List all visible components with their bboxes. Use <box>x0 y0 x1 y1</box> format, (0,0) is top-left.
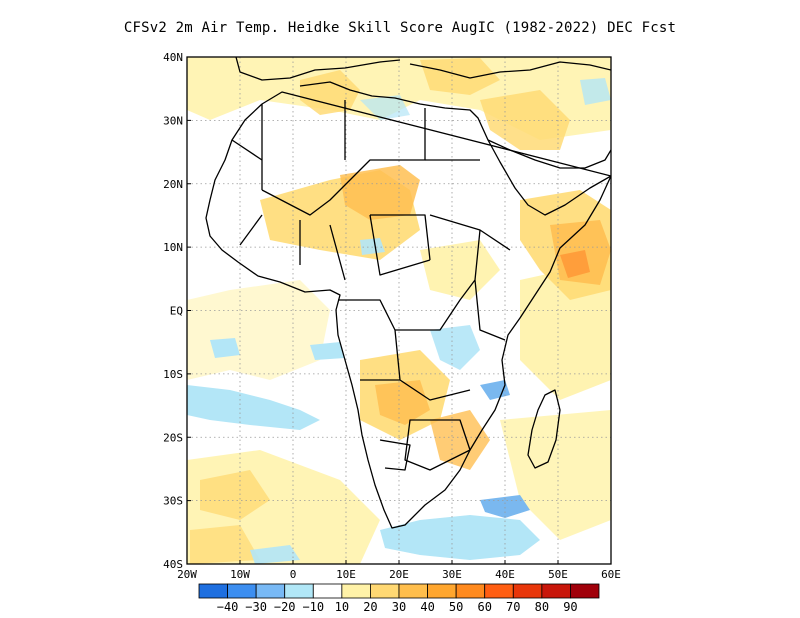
colorbar-swatch <box>370 583 400 599</box>
colorbar-swatch <box>312 583 343 599</box>
colorbar-label: 40 <box>420 600 434 614</box>
colorbar-swatch <box>512 583 543 599</box>
colorbar-label: 90 <box>563 600 577 614</box>
colorbar-swatch <box>255 583 286 599</box>
colorbar-label: 50 <box>449 600 463 614</box>
lat-tick-label: 40S <box>163 558 183 571</box>
lon-tick-label: 0 <box>290 568 297 581</box>
colorbar-label: 60 <box>477 600 491 614</box>
lat-tick-label: EQ <box>170 305 183 318</box>
lon-tick-label: 20W <box>177 568 197 581</box>
colorbar-swatch <box>284 583 314 599</box>
lat-tick-label: 30N <box>163 114 183 127</box>
colorbar-label: −10 <box>302 600 324 614</box>
colorbar-label: 10 <box>335 600 349 614</box>
lat-tick-label: 40N <box>163 51 183 64</box>
coastlines <box>205 57 611 529</box>
lon-tick-label: 30E <box>442 568 462 581</box>
colorbar-swatch <box>227 583 257 599</box>
lat-tick-label: 30S <box>163 495 183 508</box>
colorbar-label: 20 <box>363 600 377 614</box>
lon-tick-label: 10E <box>336 568 356 581</box>
lon-tick-label: 20E <box>389 568 409 581</box>
colorbar-label: −30 <box>245 600 267 614</box>
colorbar-label: 70 <box>506 600 520 614</box>
colorbar-label: −40 <box>217 600 239 614</box>
lon-tick-label: 40E <box>495 568 515 581</box>
colorbar-swatch <box>341 583 371 599</box>
lon-tick-label: 50E <box>548 568 568 581</box>
lon-tick-label: 10W <box>230 568 250 581</box>
colorbar-swatch <box>198 583 228 599</box>
lat-tick-label: 20N <box>163 178 183 191</box>
colorbar-swatch <box>398 583 428 599</box>
lon-tick-label: 60E <box>601 568 621 581</box>
lat-tick-label: 20S <box>163 431 183 444</box>
lat-tick-label: 10S <box>163 368 183 381</box>
colorbar-swatch <box>570 583 600 599</box>
latitude-labels: 40N 30N 20N 10N EQ 10S 20S 30S 40S <box>163 51 191 571</box>
chart-title: CFSv2 2m Air Temp. Heidke Skill Score Au… <box>123 20 677 36</box>
colorbar-swatch <box>541 583 571 599</box>
colorbar-label: 30 <box>392 600 406 614</box>
colorbar: −40 −30 −20 −10 10 20 30 40 50 60 70 80 90 <box>198 583 600 614</box>
colorbar-swatch <box>484 583 514 599</box>
colorbar-label: 80 <box>535 600 549 614</box>
colorbar-swatch <box>455 583 486 599</box>
colorbar-label: −20 <box>274 600 296 614</box>
colorbar-swatch <box>427 583 457 599</box>
lat-tick-label: 10N <box>163 241 183 254</box>
longitude-labels: 20W 10W 0 10E 20E 30E 40E 50E 60E <box>177 560 621 581</box>
